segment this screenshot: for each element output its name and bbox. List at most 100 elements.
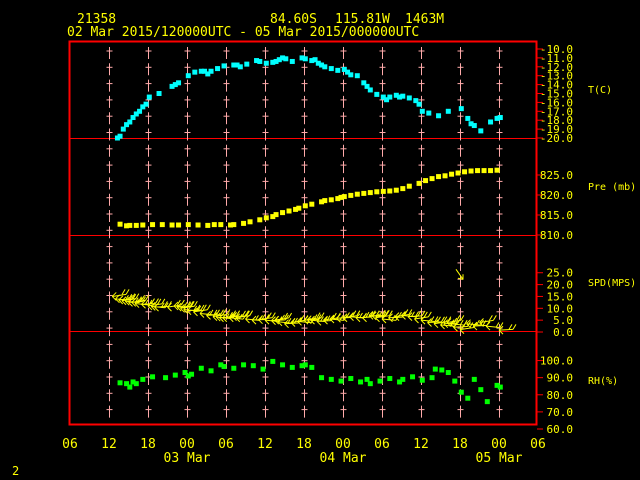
pressure-point xyxy=(341,194,347,200)
humidity-point xyxy=(377,378,383,384)
pressure-point xyxy=(468,168,474,174)
humidity-point xyxy=(302,362,308,368)
temperature-point xyxy=(387,94,393,100)
humidity-point xyxy=(241,362,247,368)
temperature-point xyxy=(497,115,503,121)
pressure-point xyxy=(449,171,455,177)
temperature-point xyxy=(124,122,130,128)
temperature-point xyxy=(393,92,399,98)
y-axes: -10.0-11.0-12.0-13.0-14.0-15.0-16.0-17.0… xyxy=(537,43,636,436)
temperature-point xyxy=(465,115,471,121)
temperature-point xyxy=(254,58,260,64)
plot-frame xyxy=(68,40,538,426)
y-tick-label: 90.0 xyxy=(547,372,574,385)
temperature-point xyxy=(322,64,328,70)
humidity-point xyxy=(387,376,393,382)
y-tick-label: -20.0 xyxy=(540,132,573,145)
data-marks xyxy=(111,55,517,405)
wind-barb xyxy=(306,312,325,325)
temperature-point xyxy=(468,121,474,127)
pressure-point xyxy=(374,189,380,195)
humidity-point xyxy=(348,376,354,382)
temperature-point xyxy=(192,69,198,75)
humidity-point xyxy=(410,374,416,380)
humidity-point xyxy=(319,375,325,381)
wind-barb xyxy=(186,304,205,316)
pressure-point xyxy=(319,199,325,205)
y-tick-label: -18.0 xyxy=(540,114,573,127)
temperature-point xyxy=(133,111,139,117)
pressure-point xyxy=(335,196,341,202)
wind-barb xyxy=(131,295,150,307)
temperature-point xyxy=(445,108,451,114)
temperature-point xyxy=(169,83,175,89)
wind-barb xyxy=(498,324,517,335)
pressure-point xyxy=(475,168,481,174)
x-tick-label: 12 xyxy=(413,437,429,452)
wind-barb xyxy=(147,298,166,311)
wind-barb xyxy=(466,319,484,329)
humidity-point xyxy=(429,375,435,381)
pressure-point xyxy=(133,222,139,228)
temperature-point xyxy=(221,63,227,69)
pressure-point xyxy=(481,168,487,174)
panel-label-humidity: RH(%) xyxy=(588,376,618,387)
wind-barb xyxy=(371,309,390,321)
temperature-point xyxy=(273,58,279,64)
humidity-point xyxy=(367,381,373,387)
temperature-point xyxy=(400,93,406,99)
x-day-label: 05 Mar xyxy=(476,451,523,466)
x-tick-label: 06 xyxy=(530,437,546,452)
temperature-point xyxy=(364,83,370,89)
time-grid-crosses xyxy=(106,47,503,418)
wind-barb xyxy=(274,312,293,325)
wind-barb-isolated xyxy=(455,269,464,280)
pressure-point xyxy=(117,221,123,227)
temperature-point xyxy=(231,62,237,68)
temperature-point xyxy=(299,55,305,61)
y-tick-label: -17.0 xyxy=(540,105,573,118)
y-tick-label: 20.0 xyxy=(547,279,574,292)
temperature-point xyxy=(215,66,221,72)
temperature-point xyxy=(117,133,123,139)
humidity-point xyxy=(458,389,464,395)
pressure-point xyxy=(361,190,367,196)
temperature-point xyxy=(127,119,133,125)
humidity-point xyxy=(117,380,123,386)
pressure-point xyxy=(293,206,299,212)
y-tick-label: -14.0 xyxy=(540,79,573,92)
temperature-point xyxy=(202,68,208,74)
pressure-point xyxy=(406,183,412,189)
humidity-point xyxy=(289,364,295,370)
pressure-point xyxy=(286,208,292,214)
temperature-point xyxy=(335,67,341,73)
wind-barb xyxy=(199,309,218,318)
temperature-point xyxy=(341,66,347,72)
humidity-point xyxy=(133,381,139,387)
pressure-point xyxy=(296,205,302,211)
wind-barb xyxy=(446,315,465,327)
wind-barb xyxy=(193,304,211,317)
humidity-point xyxy=(172,372,178,378)
pressure-point xyxy=(322,198,328,204)
y-tick-label: 825.0 xyxy=(540,169,573,182)
pressure-point xyxy=(241,220,247,226)
humidity-point xyxy=(280,362,286,368)
humidity-point xyxy=(432,366,438,372)
wind-barb xyxy=(222,310,241,323)
pressure-point xyxy=(462,169,468,175)
y-tick-label: 815.0 xyxy=(540,209,573,222)
station-id: 21358 xyxy=(77,12,116,27)
humidity-point xyxy=(328,376,334,382)
pressure-point xyxy=(270,214,276,220)
pressure-point xyxy=(169,222,175,228)
y-tick-label: 100.0 xyxy=(540,355,573,368)
temperature-point xyxy=(488,119,494,125)
humidity-point xyxy=(185,373,191,379)
humidity-point xyxy=(471,376,477,382)
pressure-point xyxy=(423,178,429,184)
temperature-point xyxy=(280,55,286,61)
humidity-point xyxy=(364,376,370,382)
temperature-point xyxy=(289,58,295,64)
